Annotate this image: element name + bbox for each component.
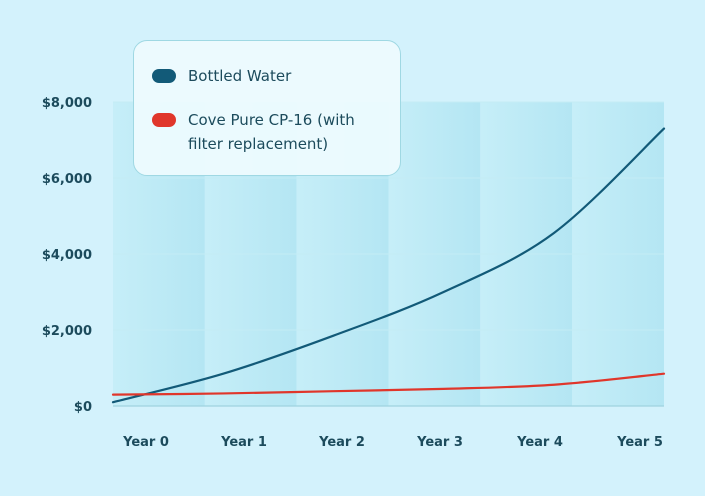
y-tick-label: $6,000 [42,172,92,187]
gridlines [113,101,664,407]
x-axis-tick-labels: Year 0 Year 1 Year 2 Year 3 Year 4 Year 5 [122,435,663,450]
series-lines [111,127,666,404]
legend-item-bottled-water: Bottled Water [152,64,388,88]
legend-label-bottled-water: Bottled Water [188,67,292,85]
y-axis-tick-labels: $0 $2,000 $4,000 $6,000 $8,000 [42,96,92,415]
x-tick-label: Year 3 [416,435,463,450]
legend-item-cove-pure: Cove Pure CP-16 (with filter replacement… [152,108,388,156]
legend-swatch-bottled-water [152,69,176,83]
x-tick-label: Year 0 [122,435,169,450]
y-tick-label: $8,000 [42,96,92,111]
series-line-0 [111,127,666,404]
y-tick-label: $0 [74,400,92,415]
legend-label-cove-pure: Cove Pure CP-16 (with filter replacement… [188,111,355,153]
x-tick-label: Year 2 [318,435,365,450]
legend-swatch-cove-pure [152,113,176,127]
x-tick-label: Year 5 [616,435,663,450]
x-tick-label: Year 4 [516,435,563,450]
chart-legend: Bottled Water Cove Pure CP-16 (with filt… [133,40,401,176]
y-tick-label: $4,000 [42,248,92,263]
series-line-1 [111,372,666,396]
x-tick-label: Year 1 [220,435,267,450]
y-tick-label: $2,000 [42,324,92,339]
